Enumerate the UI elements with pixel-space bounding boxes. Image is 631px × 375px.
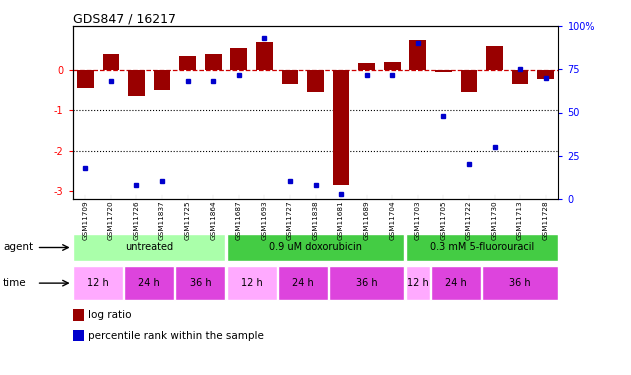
Bar bbox=[175, 266, 225, 300]
Text: log ratio: log ratio bbox=[88, 310, 132, 320]
Text: GSM11705: GSM11705 bbox=[440, 201, 446, 240]
Bar bbox=[358, 63, 375, 70]
Text: GSM11713: GSM11713 bbox=[517, 201, 523, 240]
Bar bbox=[124, 266, 174, 300]
Text: 0.9 uM doxorubicin: 0.9 uM doxorubicin bbox=[269, 243, 362, 252]
Text: GSM11726: GSM11726 bbox=[134, 201, 139, 240]
Text: 12 h: 12 h bbox=[407, 278, 428, 288]
Bar bbox=[154, 70, 170, 90]
Bar bbox=[431, 266, 481, 300]
Bar bbox=[512, 70, 528, 84]
Text: 0.3 mM 5-fluorouracil: 0.3 mM 5-fluorouracil bbox=[430, 243, 534, 252]
Bar bbox=[435, 70, 452, 72]
Bar bbox=[384, 62, 401, 70]
Bar bbox=[77, 70, 93, 88]
Text: 36 h: 36 h bbox=[356, 278, 377, 288]
Text: 24 h: 24 h bbox=[138, 278, 160, 288]
Text: GSM11838: GSM11838 bbox=[312, 201, 319, 240]
Text: 12 h: 12 h bbox=[240, 278, 262, 288]
Bar bbox=[128, 70, 144, 96]
Bar bbox=[256, 42, 273, 70]
Text: GSM11709: GSM11709 bbox=[83, 201, 88, 240]
Text: untreated: untreated bbox=[125, 243, 174, 252]
Bar bbox=[538, 70, 554, 79]
Text: GSM11730: GSM11730 bbox=[492, 201, 497, 240]
Text: GSM11727: GSM11727 bbox=[287, 201, 293, 240]
Text: GSM11687: GSM11687 bbox=[236, 201, 242, 240]
Text: agent: agent bbox=[3, 243, 33, 252]
Bar bbox=[482, 266, 558, 300]
Text: GSM11681: GSM11681 bbox=[338, 201, 344, 240]
Bar bbox=[406, 234, 558, 261]
Text: 24 h: 24 h bbox=[445, 278, 467, 288]
Text: 36 h: 36 h bbox=[189, 278, 211, 288]
Text: GSM11693: GSM11693 bbox=[261, 201, 268, 240]
Text: GSM11720: GSM11720 bbox=[108, 201, 114, 240]
Bar bbox=[307, 70, 324, 93]
Text: GSM11722: GSM11722 bbox=[466, 201, 472, 240]
Text: GDS847 / 16217: GDS847 / 16217 bbox=[73, 12, 175, 25]
Bar bbox=[281, 70, 298, 84]
Text: GSM11704: GSM11704 bbox=[389, 201, 395, 240]
Bar bbox=[410, 40, 426, 70]
Text: 12 h: 12 h bbox=[87, 278, 109, 288]
Text: GSM11725: GSM11725 bbox=[185, 201, 191, 240]
Text: percentile rank within the sample: percentile rank within the sample bbox=[88, 331, 264, 340]
Bar bbox=[103, 54, 119, 70]
Text: GSM11689: GSM11689 bbox=[363, 201, 370, 240]
Text: time: time bbox=[3, 278, 27, 288]
Bar bbox=[73, 234, 225, 261]
Bar bbox=[179, 56, 196, 70]
Text: GSM11864: GSM11864 bbox=[210, 201, 216, 240]
Bar bbox=[230, 48, 247, 70]
Bar bbox=[487, 46, 503, 70]
Bar bbox=[227, 234, 404, 261]
Text: GSM11837: GSM11837 bbox=[159, 201, 165, 240]
Bar bbox=[329, 266, 404, 300]
Bar bbox=[406, 266, 430, 300]
Text: 24 h: 24 h bbox=[292, 278, 314, 288]
Bar bbox=[333, 70, 350, 185]
Text: 36 h: 36 h bbox=[509, 278, 531, 288]
Bar bbox=[461, 70, 477, 93]
Text: GSM11703: GSM11703 bbox=[415, 201, 421, 240]
Bar bbox=[205, 54, 221, 70]
Text: GSM11728: GSM11728 bbox=[543, 201, 548, 240]
Bar bbox=[227, 266, 276, 300]
Bar bbox=[73, 266, 123, 300]
Bar bbox=[278, 266, 327, 300]
